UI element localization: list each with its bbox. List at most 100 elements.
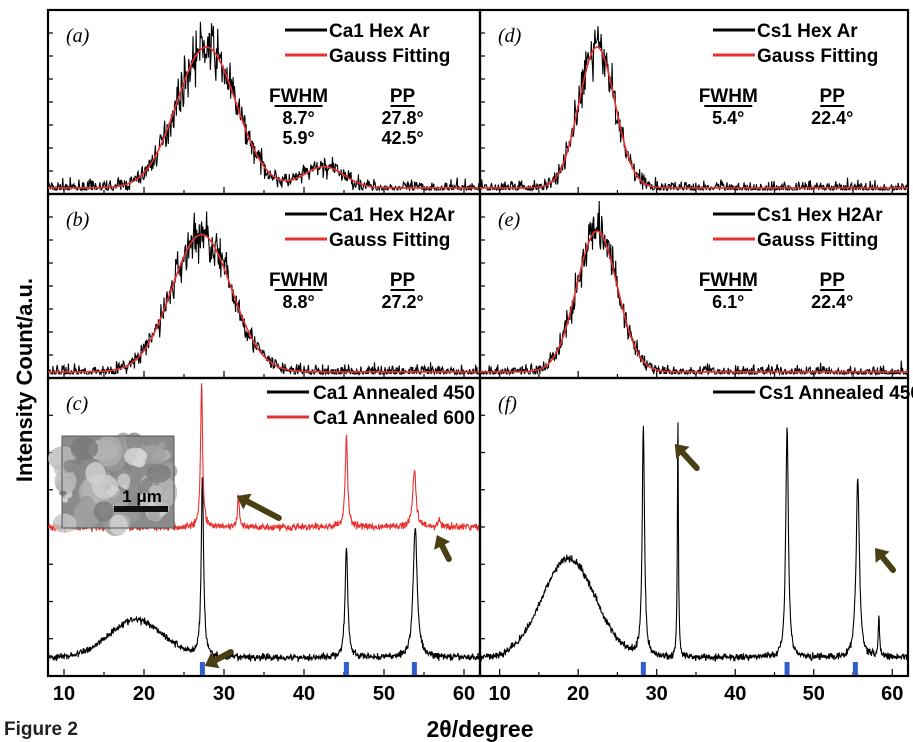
legend-label: Gauss Fitting xyxy=(757,230,878,251)
annotation-value: 22.4° xyxy=(811,292,853,312)
annotation-value: 42.5° xyxy=(381,128,423,148)
panel-d: (d) Cs1 Hex Ar Gauss Fitting FWHM PP 5.4° 22.4… xyxy=(478,8,910,196)
panel-letter: (c) xyxy=(66,393,89,415)
annotation-value: 5.9° xyxy=(282,128,314,148)
inset-border xyxy=(61,435,175,529)
annotation-header: FWHM xyxy=(699,270,758,291)
series-line xyxy=(479,422,909,662)
legend-label: Ca1 Annealed 450 xyxy=(313,383,475,404)
inset-grain xyxy=(61,497,69,503)
annotation-header: PP xyxy=(820,86,846,107)
panel-letter: (d) xyxy=(498,25,522,47)
arrow-head xyxy=(434,535,451,550)
arrow-head xyxy=(875,548,890,563)
series-data-line xyxy=(47,21,481,193)
inset-grain xyxy=(71,458,83,465)
legend-label: Cs1 Hex H2Ar xyxy=(757,205,883,226)
scale-bar-label: 1 μm xyxy=(122,487,162,506)
x-tick-label: 10 xyxy=(53,683,75,705)
x-tick-label: 20 xyxy=(567,683,589,705)
legend-label: Ca1 Annealed 600 xyxy=(313,408,475,429)
inset-grain xyxy=(56,477,75,494)
annotation-value: 6.1° xyxy=(712,292,744,312)
inset-grain xyxy=(95,435,123,467)
annotation-header: FWHM xyxy=(269,86,328,107)
series-data-line xyxy=(480,200,909,377)
reference-marker xyxy=(411,662,417,675)
panel-e: (e) Cs1 Hex H2Ar Gauss Fitting FWHM PP 6.1° 22… xyxy=(478,192,910,380)
x-tick-label: 60 xyxy=(453,683,475,705)
x-tick-label: 20 xyxy=(133,683,155,705)
x-tick-label: 60 xyxy=(881,683,903,705)
annotation-value: 8.8° xyxy=(282,292,314,312)
reference-marker xyxy=(852,662,858,675)
annotation-arrow xyxy=(875,548,897,573)
x-tick-label: 40 xyxy=(293,683,315,705)
arrow-shaft xyxy=(879,554,897,573)
legend-label: Ca1 Hex H2Ar xyxy=(329,205,455,226)
arrow-shaft xyxy=(439,542,452,562)
x-tick-label: 40 xyxy=(724,683,746,705)
arrow-shaft xyxy=(212,649,234,664)
annotation-arrow xyxy=(434,535,452,562)
panel-letter: (a) xyxy=(66,25,90,47)
series-data-line xyxy=(47,211,481,377)
x-tick-label: 30 xyxy=(646,683,668,705)
legend-label: Cs1 Annealed 450 xyxy=(759,383,913,404)
legend-label: Cs1 Hex Ar xyxy=(757,21,858,42)
y-axis-label: Intensity Count/a.u. xyxy=(12,278,37,482)
panel-f: (f) Cs1 Annealed 450 10 20 30 40 50 60 xyxy=(478,376,913,705)
x-axis-label: 2θ/degree xyxy=(426,716,533,742)
x-tick-label: 30 xyxy=(213,683,235,705)
series-fit-line xyxy=(480,230,908,373)
x-tick-label: 50 xyxy=(373,683,395,705)
annotation-value: 27.2° xyxy=(381,292,423,312)
legend-label: Gauss Fitting xyxy=(757,46,878,67)
inset-grain xyxy=(122,484,130,490)
legend-label: Gauss Fitting xyxy=(329,230,450,251)
annotation-value: 27.8° xyxy=(381,108,423,128)
arrow-head xyxy=(236,493,252,510)
annotation-header: PP xyxy=(390,270,416,291)
inset-grain xyxy=(85,461,106,485)
inset-grain xyxy=(59,490,67,496)
inset-grain xyxy=(125,432,144,451)
panel-letter: (e) xyxy=(498,209,521,231)
inset-grain xyxy=(104,482,112,491)
inset-grain xyxy=(109,514,128,536)
legend-label: Gauss Fitting xyxy=(329,46,450,67)
reference-marker xyxy=(784,662,790,675)
panel-letter: (b) xyxy=(66,209,90,231)
annotation-header: FWHM xyxy=(269,270,328,291)
annotation-header: FWHM xyxy=(699,86,758,107)
annotation-arrow xyxy=(674,444,700,471)
annotation-value: 5.4° xyxy=(712,108,744,128)
arrow-head xyxy=(204,652,220,669)
series-line xyxy=(47,477,481,662)
panel-letter: (f) xyxy=(498,393,517,415)
annotation-arrow xyxy=(204,649,234,669)
arrow-shaft xyxy=(679,449,700,471)
legend-label: Ca1 Hex Ar xyxy=(329,21,430,42)
inset-grain xyxy=(124,447,147,466)
reference-marker xyxy=(199,662,205,675)
inset-grain xyxy=(52,513,77,533)
arrow-head xyxy=(674,444,690,459)
series-fit-line xyxy=(48,233,480,373)
annotation-value: 8.7° xyxy=(282,108,314,128)
panel-frame xyxy=(478,376,910,678)
inset-grain xyxy=(70,436,99,461)
x-tick-label: 10 xyxy=(489,683,511,705)
x-tick-label: 50 xyxy=(803,683,825,705)
inset-grain xyxy=(93,501,114,522)
scale-bar xyxy=(114,506,168,512)
reference-marker xyxy=(343,662,349,675)
annotation-header: PP xyxy=(820,270,846,291)
inset-grain xyxy=(73,500,101,529)
sem-inset-image: 1 μm xyxy=(48,432,178,537)
annotation-value: 22.4° xyxy=(811,108,853,128)
inset-grain xyxy=(117,473,131,488)
series-fit-line xyxy=(48,46,480,189)
